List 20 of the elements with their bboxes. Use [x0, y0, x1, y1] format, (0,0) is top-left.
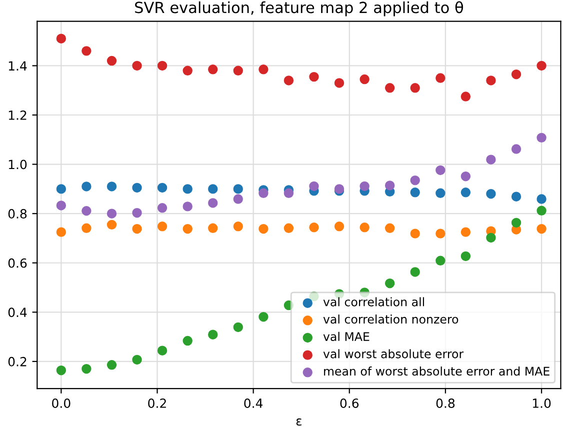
legend-label: val correlation nonzero — [323, 314, 458, 324]
y-tick-label: 0.2 — [8, 356, 26, 366]
x-tick-label: 0.4 — [244, 398, 263, 408]
y-tick-label: 0.4 — [8, 308, 27, 318]
y-tick-label: 0.6 — [8, 258, 27, 268]
x-tick-label: 1.0 — [532, 398, 551, 408]
y-tick-label: 1.4 — [8, 61, 27, 70]
legend-label: val worst absolute error — [323, 349, 464, 358]
y-tick-label: 0.8 — [8, 209, 27, 219]
x-tick-label: 0.0 — [52, 398, 70, 408]
x-tick-label: 0.2 — [148, 398, 166, 408]
y-tick-label: 1.2 — [8, 110, 26, 120]
x-axis-title: ε — [296, 418, 302, 426]
chart-title: SVR evaluation, feature map 2 applied to θ — [135, 1, 464, 16]
legend-label: val MAE — [323, 332, 370, 341]
x-tick-label: 0.6 — [340, 398, 359, 408]
x-tick-label: 0.8 — [436, 398, 455, 408]
legend-label: mean of worst absolute error and MAE — [324, 366, 550, 376]
y-tick-label: 1.0 — [8, 160, 27, 170]
legend-label: val correlation all — [323, 297, 424, 306]
